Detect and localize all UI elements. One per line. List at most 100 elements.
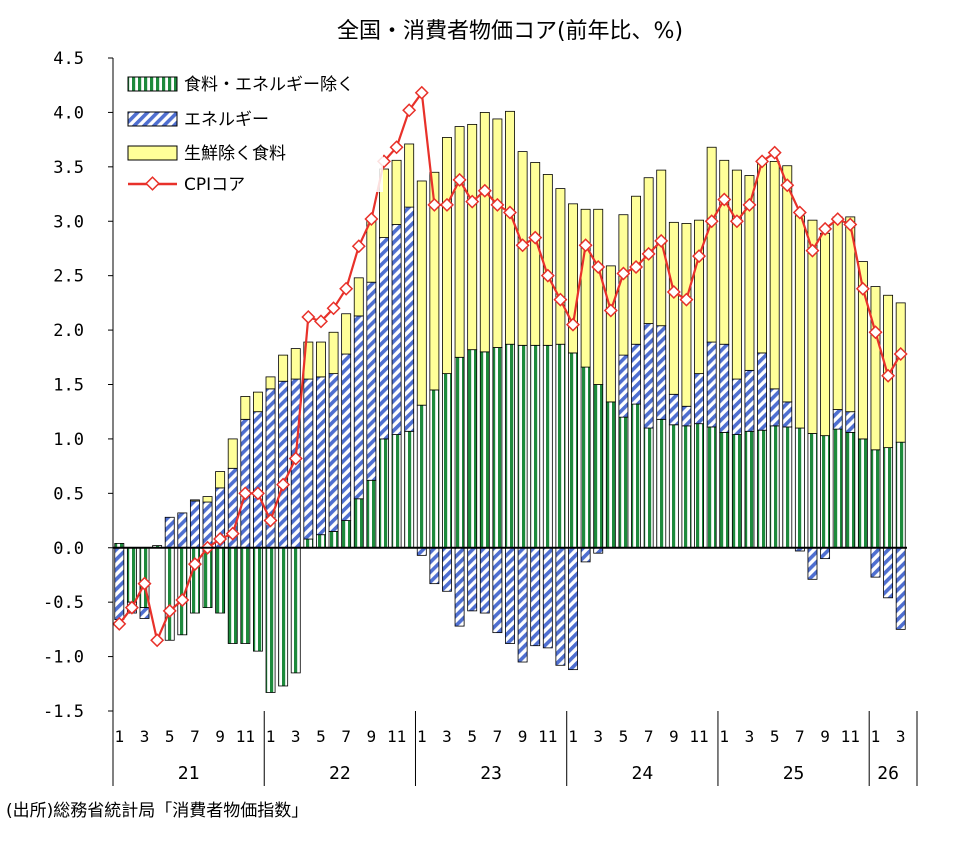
cpi-core-point bbox=[780, 178, 795, 193]
bar-core bbox=[706, 426, 717, 549]
bar-food bbox=[832, 216, 843, 410]
bar-energy bbox=[542, 547, 553, 649]
y-tick-label: 2.0 bbox=[53, 321, 84, 341]
x-month-label: 9 bbox=[367, 727, 377, 746]
bar-food bbox=[391, 159, 402, 225]
bar-core bbox=[366, 479, 377, 549]
bar-energy bbox=[820, 547, 831, 560]
bar-core bbox=[744, 430, 755, 549]
bar-food bbox=[769, 160, 780, 390]
legend-marker-cpi bbox=[145, 176, 160, 191]
x-month-label: 1 bbox=[266, 727, 276, 746]
x-month-label: 9 bbox=[669, 727, 679, 746]
cpi-core-point bbox=[528, 230, 543, 245]
bar-core bbox=[353, 498, 364, 549]
bar-food bbox=[227, 438, 238, 469]
bar-energy bbox=[189, 500, 200, 549]
legend-label-energy: エネルギー bbox=[184, 110, 269, 130]
bar-food bbox=[719, 159, 730, 345]
x-year-label: 26 bbox=[877, 763, 899, 784]
bar-core bbox=[555, 343, 566, 549]
x-month-label: 9 bbox=[518, 727, 528, 746]
cpi-core-point bbox=[502, 205, 517, 220]
cpi-core-point bbox=[540, 268, 555, 283]
bar-food bbox=[593, 208, 604, 385]
cpi-core-point bbox=[465, 194, 480, 209]
bar-core bbox=[429, 389, 440, 549]
x-month-label: 11 bbox=[387, 727, 406, 746]
bar-food bbox=[807, 219, 818, 434]
bar-energy bbox=[316, 376, 326, 536]
cpi-core-point bbox=[452, 172, 467, 187]
cpi-core-point bbox=[654, 233, 669, 248]
x-month-label: 3 bbox=[442, 727, 452, 746]
bar-core bbox=[643, 427, 654, 549]
bar-food bbox=[605, 265, 616, 403]
bar-food bbox=[656, 169, 667, 327]
bar-food bbox=[215, 471, 226, 489]
bar-food bbox=[328, 331, 339, 375]
bar-energy bbox=[568, 547, 578, 671]
cpi-core-point bbox=[213, 532, 228, 547]
bar-core bbox=[126, 547, 137, 603]
bar-energy bbox=[517, 547, 528, 663]
bar-core bbox=[454, 356, 465, 549]
cpi-core-point bbox=[515, 238, 530, 253]
cpi-core-point bbox=[150, 633, 165, 648]
cpi-core-point bbox=[729, 214, 744, 229]
bar-food bbox=[492, 118, 503, 348]
bar-core bbox=[769, 425, 780, 549]
bar-core bbox=[202, 547, 213, 609]
bar-food bbox=[479, 112, 490, 353]
bar-food bbox=[895, 302, 906, 443]
x-month-label: 3 bbox=[896, 727, 906, 746]
cpi-core-point bbox=[288, 451, 303, 466]
x-month-label: 5 bbox=[467, 727, 477, 746]
cpi-core-point bbox=[364, 212, 379, 227]
bar-core bbox=[593, 384, 604, 549]
bar-food bbox=[580, 208, 591, 368]
bar-food bbox=[668, 221, 679, 395]
bar-energy bbox=[769, 388, 780, 427]
bar-food bbox=[379, 168, 389, 238]
bar-core bbox=[681, 425, 692, 549]
cpi-core-point bbox=[225, 526, 240, 541]
bar-food bbox=[845, 216, 856, 413]
bar-core bbox=[568, 352, 578, 549]
bar-energy bbox=[870, 547, 881, 578]
cpi-core-point bbox=[868, 325, 883, 340]
bar-core bbox=[341, 520, 352, 549]
bar-core bbox=[404, 430, 415, 549]
x-month-label: 3 bbox=[593, 727, 603, 746]
bar-food bbox=[442, 137, 452, 375]
bar-energy bbox=[479, 547, 490, 614]
cpi-core-point bbox=[490, 197, 505, 212]
cpi-core-point bbox=[818, 221, 833, 236]
cpi-core-point bbox=[427, 197, 442, 212]
cpi-core-point bbox=[477, 183, 492, 198]
bar-food bbox=[240, 396, 251, 420]
x-month-label: 11 bbox=[236, 727, 255, 746]
legend-label-core: 食料・エネルギー除く bbox=[184, 75, 354, 95]
x-month-label: 7 bbox=[341, 727, 351, 746]
cpi-core-point bbox=[402, 103, 417, 118]
bar-energy bbox=[631, 343, 641, 405]
cpi-core-point bbox=[351, 239, 366, 254]
x-year-label: 21 bbox=[178, 763, 200, 784]
bar-energy bbox=[278, 380, 289, 549]
bar-series bbox=[114, 110, 906, 693]
bar-core bbox=[391, 434, 402, 549]
bar-food bbox=[681, 223, 692, 407]
bar-core bbox=[265, 547, 276, 693]
bar-core bbox=[164, 547, 175, 641]
cpi-core-point bbox=[112, 616, 127, 631]
bar-food bbox=[782, 165, 793, 403]
bar-energy bbox=[303, 378, 314, 540]
bar-core bbox=[719, 431, 730, 549]
source-note: (出所)総務省統計局「消費者物価指数」 bbox=[6, 801, 309, 821]
cpi-core-point bbox=[616, 266, 631, 281]
bar-food bbox=[341, 313, 352, 355]
bar-energy bbox=[492, 547, 503, 634]
bar-core bbox=[807, 433, 818, 549]
bar-food bbox=[353, 277, 364, 317]
